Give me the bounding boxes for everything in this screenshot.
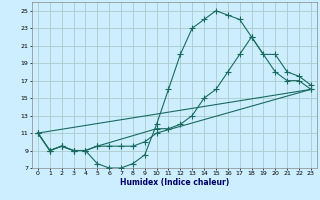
X-axis label: Humidex (Indice chaleur): Humidex (Indice chaleur) xyxy=(120,178,229,187)
